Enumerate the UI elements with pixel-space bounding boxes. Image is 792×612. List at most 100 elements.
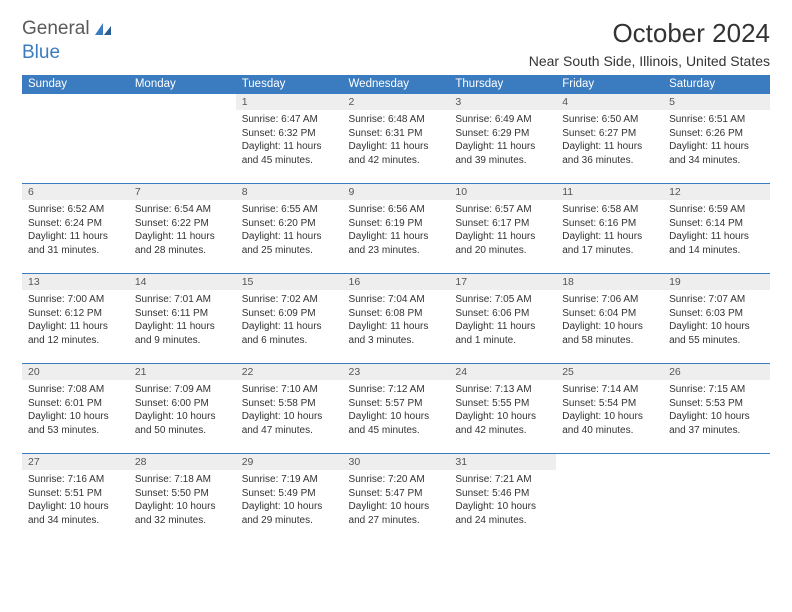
sunrise-text: Sunrise: 6:58 AM — [562, 203, 657, 217]
day-content: Sunrise: 6:49 AMSunset: 6:29 PMDaylight:… — [449, 110, 556, 171]
location-text: Near South Side, Illinois, United States — [529, 53, 770, 69]
sunset-text: Sunset: 6:32 PM — [242, 127, 337, 141]
day-content: Sunrise: 7:07 AMSunset: 6:03 PMDaylight:… — [663, 290, 770, 351]
day-number: 20 — [22, 364, 129, 380]
daylight-text: Daylight: 11 hours and 34 minutes. — [669, 140, 764, 167]
day-number: 8 — [236, 184, 343, 200]
day-number: 1 — [236, 94, 343, 110]
calendar-week-row: 27Sunrise: 7:16 AMSunset: 5:51 PMDayligh… — [22, 454, 770, 544]
day-content: Sunrise: 6:55 AMSunset: 6:20 PMDaylight:… — [236, 200, 343, 261]
calendar-day-cell: .. — [556, 454, 663, 544]
sunset-text: Sunset: 6:27 PM — [562, 127, 657, 141]
sunset-text: Sunset: 5:53 PM — [669, 397, 764, 411]
day-content: Sunrise: 6:48 AMSunset: 6:31 PMDaylight:… — [343, 110, 450, 171]
calendar-day-cell: 1Sunrise: 6:47 AMSunset: 6:32 PMDaylight… — [236, 94, 343, 184]
logo-word2-wrap: Blue — [22, 42, 60, 64]
sunset-text: Sunset: 5:51 PM — [28, 487, 123, 501]
sunset-text: Sunset: 6:04 PM — [562, 307, 657, 321]
weekday-header: Saturday — [663, 75, 770, 94]
day-number: 29 — [236, 454, 343, 470]
calendar-week-row: 20Sunrise: 7:08 AMSunset: 6:01 PMDayligh… — [22, 364, 770, 454]
day-number: 26 — [663, 364, 770, 380]
daylight-text: Daylight: 11 hours and 17 minutes. — [562, 230, 657, 257]
daylight-text: Daylight: 10 hours and 53 minutes. — [28, 410, 123, 437]
daylight-text: Daylight: 11 hours and 39 minutes. — [455, 140, 550, 167]
day-number: 12 — [663, 184, 770, 200]
daylight-text: Daylight: 10 hours and 37 minutes. — [669, 410, 764, 437]
sunset-text: Sunset: 6:08 PM — [349, 307, 444, 321]
calendar-day-cell: 4Sunrise: 6:50 AMSunset: 6:27 PMDaylight… — [556, 94, 663, 184]
day-number: 28 — [129, 454, 236, 470]
daylight-text: Daylight: 10 hours and 27 minutes. — [349, 500, 444, 527]
sunrise-text: Sunrise: 7:14 AM — [562, 383, 657, 397]
calendar-day-cell: 30Sunrise: 7:20 AMSunset: 5:47 PMDayligh… — [343, 454, 450, 544]
sunrise-text: Sunrise: 7:10 AM — [242, 383, 337, 397]
day-content: Sunrise: 7:15 AMSunset: 5:53 PMDaylight:… — [663, 380, 770, 441]
sunrise-text: Sunrise: 7:09 AM — [135, 383, 230, 397]
calendar-day-cell: 9Sunrise: 6:56 AMSunset: 6:19 PMDaylight… — [343, 184, 450, 274]
logo-sail-icon — [93, 21, 113, 37]
sunrise-text: Sunrise: 7:06 AM — [562, 293, 657, 307]
calendar-day-cell: 23Sunrise: 7:12 AMSunset: 5:57 PMDayligh… — [343, 364, 450, 454]
sunset-text: Sunset: 6:14 PM — [669, 217, 764, 231]
calendar-day-cell: 28Sunrise: 7:18 AMSunset: 5:50 PMDayligh… — [129, 454, 236, 544]
sunset-text: Sunset: 6:00 PM — [135, 397, 230, 411]
day-number: 30 — [343, 454, 450, 470]
day-content: Sunrise: 6:51 AMSunset: 6:26 PMDaylight:… — [663, 110, 770, 171]
sunset-text: Sunset: 6:11 PM — [135, 307, 230, 321]
sunrise-text: Sunrise: 7:02 AM — [242, 293, 337, 307]
daylight-text: Daylight: 10 hours and 47 minutes. — [242, 410, 337, 437]
daylight-text: Daylight: 10 hours and 58 minutes. — [562, 320, 657, 347]
sunrise-text: Sunrise: 7:01 AM — [135, 293, 230, 307]
calendar-day-cell: 17Sunrise: 7:05 AMSunset: 6:06 PMDayligh… — [449, 274, 556, 364]
calendar-week-row: 13Sunrise: 7:00 AMSunset: 6:12 PMDayligh… — [22, 274, 770, 364]
calendar-day-cell: 24Sunrise: 7:13 AMSunset: 5:55 PMDayligh… — [449, 364, 556, 454]
sunrise-text: Sunrise: 7:15 AM — [669, 383, 764, 397]
calendar-day-cell: 11Sunrise: 6:58 AMSunset: 6:16 PMDayligh… — [556, 184, 663, 274]
day-content: Sunrise: 7:06 AMSunset: 6:04 PMDaylight:… — [556, 290, 663, 351]
day-content: Sunrise: 7:19 AMSunset: 5:49 PMDaylight:… — [236, 470, 343, 531]
day-number: 23 — [343, 364, 450, 380]
day-content: Sunrise: 7:16 AMSunset: 5:51 PMDaylight:… — [22, 470, 129, 531]
sunrise-text: Sunrise: 6:59 AM — [669, 203, 764, 217]
sunrise-text: Sunrise: 7:21 AM — [455, 473, 550, 487]
day-number: 27 — [22, 454, 129, 470]
daylight-text: Daylight: 11 hours and 25 minutes. — [242, 230, 337, 257]
logo-word1: General — [22, 18, 90, 40]
day-content: Sunrise: 6:58 AMSunset: 6:16 PMDaylight:… — [556, 200, 663, 261]
sunrise-text: Sunrise: 7:07 AM — [669, 293, 764, 307]
calendar-week-row: ....1Sunrise: 6:47 AMSunset: 6:32 PMDayl… — [22, 94, 770, 184]
day-content: Sunrise: 7:02 AMSunset: 6:09 PMDaylight:… — [236, 290, 343, 351]
day-number: 16 — [343, 274, 450, 290]
sunset-text: Sunset: 5:58 PM — [242, 397, 337, 411]
sunrise-text: Sunrise: 6:56 AM — [349, 203, 444, 217]
title-block: October 2024 Near South Side, Illinois, … — [529, 18, 770, 69]
daylight-text: Daylight: 10 hours and 40 minutes. — [562, 410, 657, 437]
sunset-text: Sunset: 5:57 PM — [349, 397, 444, 411]
calendar-day-cell: .. — [129, 94, 236, 184]
daylight-text: Daylight: 10 hours and 42 minutes. — [455, 410, 550, 437]
sunrise-text: Sunrise: 7:19 AM — [242, 473, 337, 487]
calendar-day-cell: 27Sunrise: 7:16 AMSunset: 5:51 PMDayligh… — [22, 454, 129, 544]
sunrise-text: Sunrise: 6:55 AM — [242, 203, 337, 217]
calendar-week-row: 6Sunrise: 6:52 AMSunset: 6:24 PMDaylight… — [22, 184, 770, 274]
calendar-day-cell: 19Sunrise: 7:07 AMSunset: 6:03 PMDayligh… — [663, 274, 770, 364]
sunrise-text: Sunrise: 6:49 AM — [455, 113, 550, 127]
sunrise-text: Sunrise: 7:00 AM — [28, 293, 123, 307]
sunrise-text: Sunrise: 7:18 AM — [135, 473, 230, 487]
daylight-text: Daylight: 11 hours and 42 minutes. — [349, 140, 444, 167]
sunrise-text: Sunrise: 7:20 AM — [349, 473, 444, 487]
day-number: 25 — [556, 364, 663, 380]
day-content: Sunrise: 7:20 AMSunset: 5:47 PMDaylight:… — [343, 470, 450, 531]
day-number: 6 — [22, 184, 129, 200]
sunset-text: Sunset: 6:29 PM — [455, 127, 550, 141]
calendar-day-cell: 8Sunrise: 6:55 AMSunset: 6:20 PMDaylight… — [236, 184, 343, 274]
weekday-header-row: Sunday Monday Tuesday Wednesday Thursday… — [22, 75, 770, 94]
day-number: 10 — [449, 184, 556, 200]
sunrise-text: Sunrise: 6:52 AM — [28, 203, 123, 217]
sunrise-text: Sunrise: 6:57 AM — [455, 203, 550, 217]
daylight-text: Daylight: 11 hours and 45 minutes. — [242, 140, 337, 167]
sunset-text: Sunset: 6:19 PM — [349, 217, 444, 231]
sunrise-text: Sunrise: 6:48 AM — [349, 113, 444, 127]
sunset-text: Sunset: 6:22 PM — [135, 217, 230, 231]
